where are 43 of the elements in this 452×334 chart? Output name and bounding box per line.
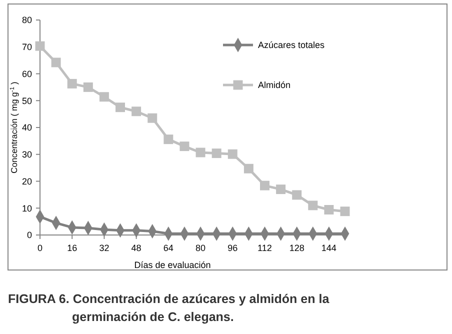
point	[164, 134, 174, 144]
point	[148, 113, 158, 123]
x-tick-label: 80	[196, 243, 206, 253]
y-tick-label: 70	[22, 42, 32, 52]
point	[180, 142, 190, 152]
y-tick-label: 20	[22, 176, 32, 186]
point	[67, 78, 77, 88]
point	[196, 148, 206, 158]
point	[276, 184, 286, 194]
legend-label: Azúcares totales	[258, 40, 326, 50]
y-tick-label: 50	[22, 96, 32, 106]
point	[116, 102, 126, 112]
x-axis-title: Días de evaluación	[134, 260, 211, 270]
x-tick-label: 128	[289, 243, 304, 253]
x-tick-label: 112	[258, 243, 272, 253]
x-tick-label: 64	[163, 243, 174, 253]
y-tick-label: 60	[22, 68, 32, 79]
point	[340, 206, 350, 216]
legend-label: Almidón	[258, 80, 291, 90]
x-tick-label: 144	[321, 243, 336, 253]
point	[35, 41, 45, 51]
point	[99, 92, 109, 102]
point	[212, 148, 222, 158]
y-tick-label: 0	[26, 230, 32, 240]
point	[308, 200, 318, 210]
point	[324, 204, 334, 214]
point	[292, 190, 302, 200]
point	[83, 82, 93, 92]
point	[132, 106, 142, 116]
point	[228, 149, 238, 159]
y-tick-label: 10	[22, 203, 32, 214]
point	[260, 180, 270, 190]
y-tick-label: 40	[22, 122, 32, 133]
point	[244, 164, 254, 174]
y-tick-label: 80	[22, 15, 32, 26]
x-tick-label: 32	[99, 243, 110, 253]
point	[51, 58, 61, 68]
text: FIGURA 6. Concentración de azúcares y almidón en la germinación de C. elegans.	[8, 292, 330, 324]
y-tick-label: 30	[22, 150, 32, 160]
x-tick-label: 48	[131, 243, 142, 253]
x-tick-label: 0	[37, 243, 43, 253]
x-tick-label: 16	[67, 243, 78, 253]
x-tick-label: 96	[228, 243, 238, 253]
